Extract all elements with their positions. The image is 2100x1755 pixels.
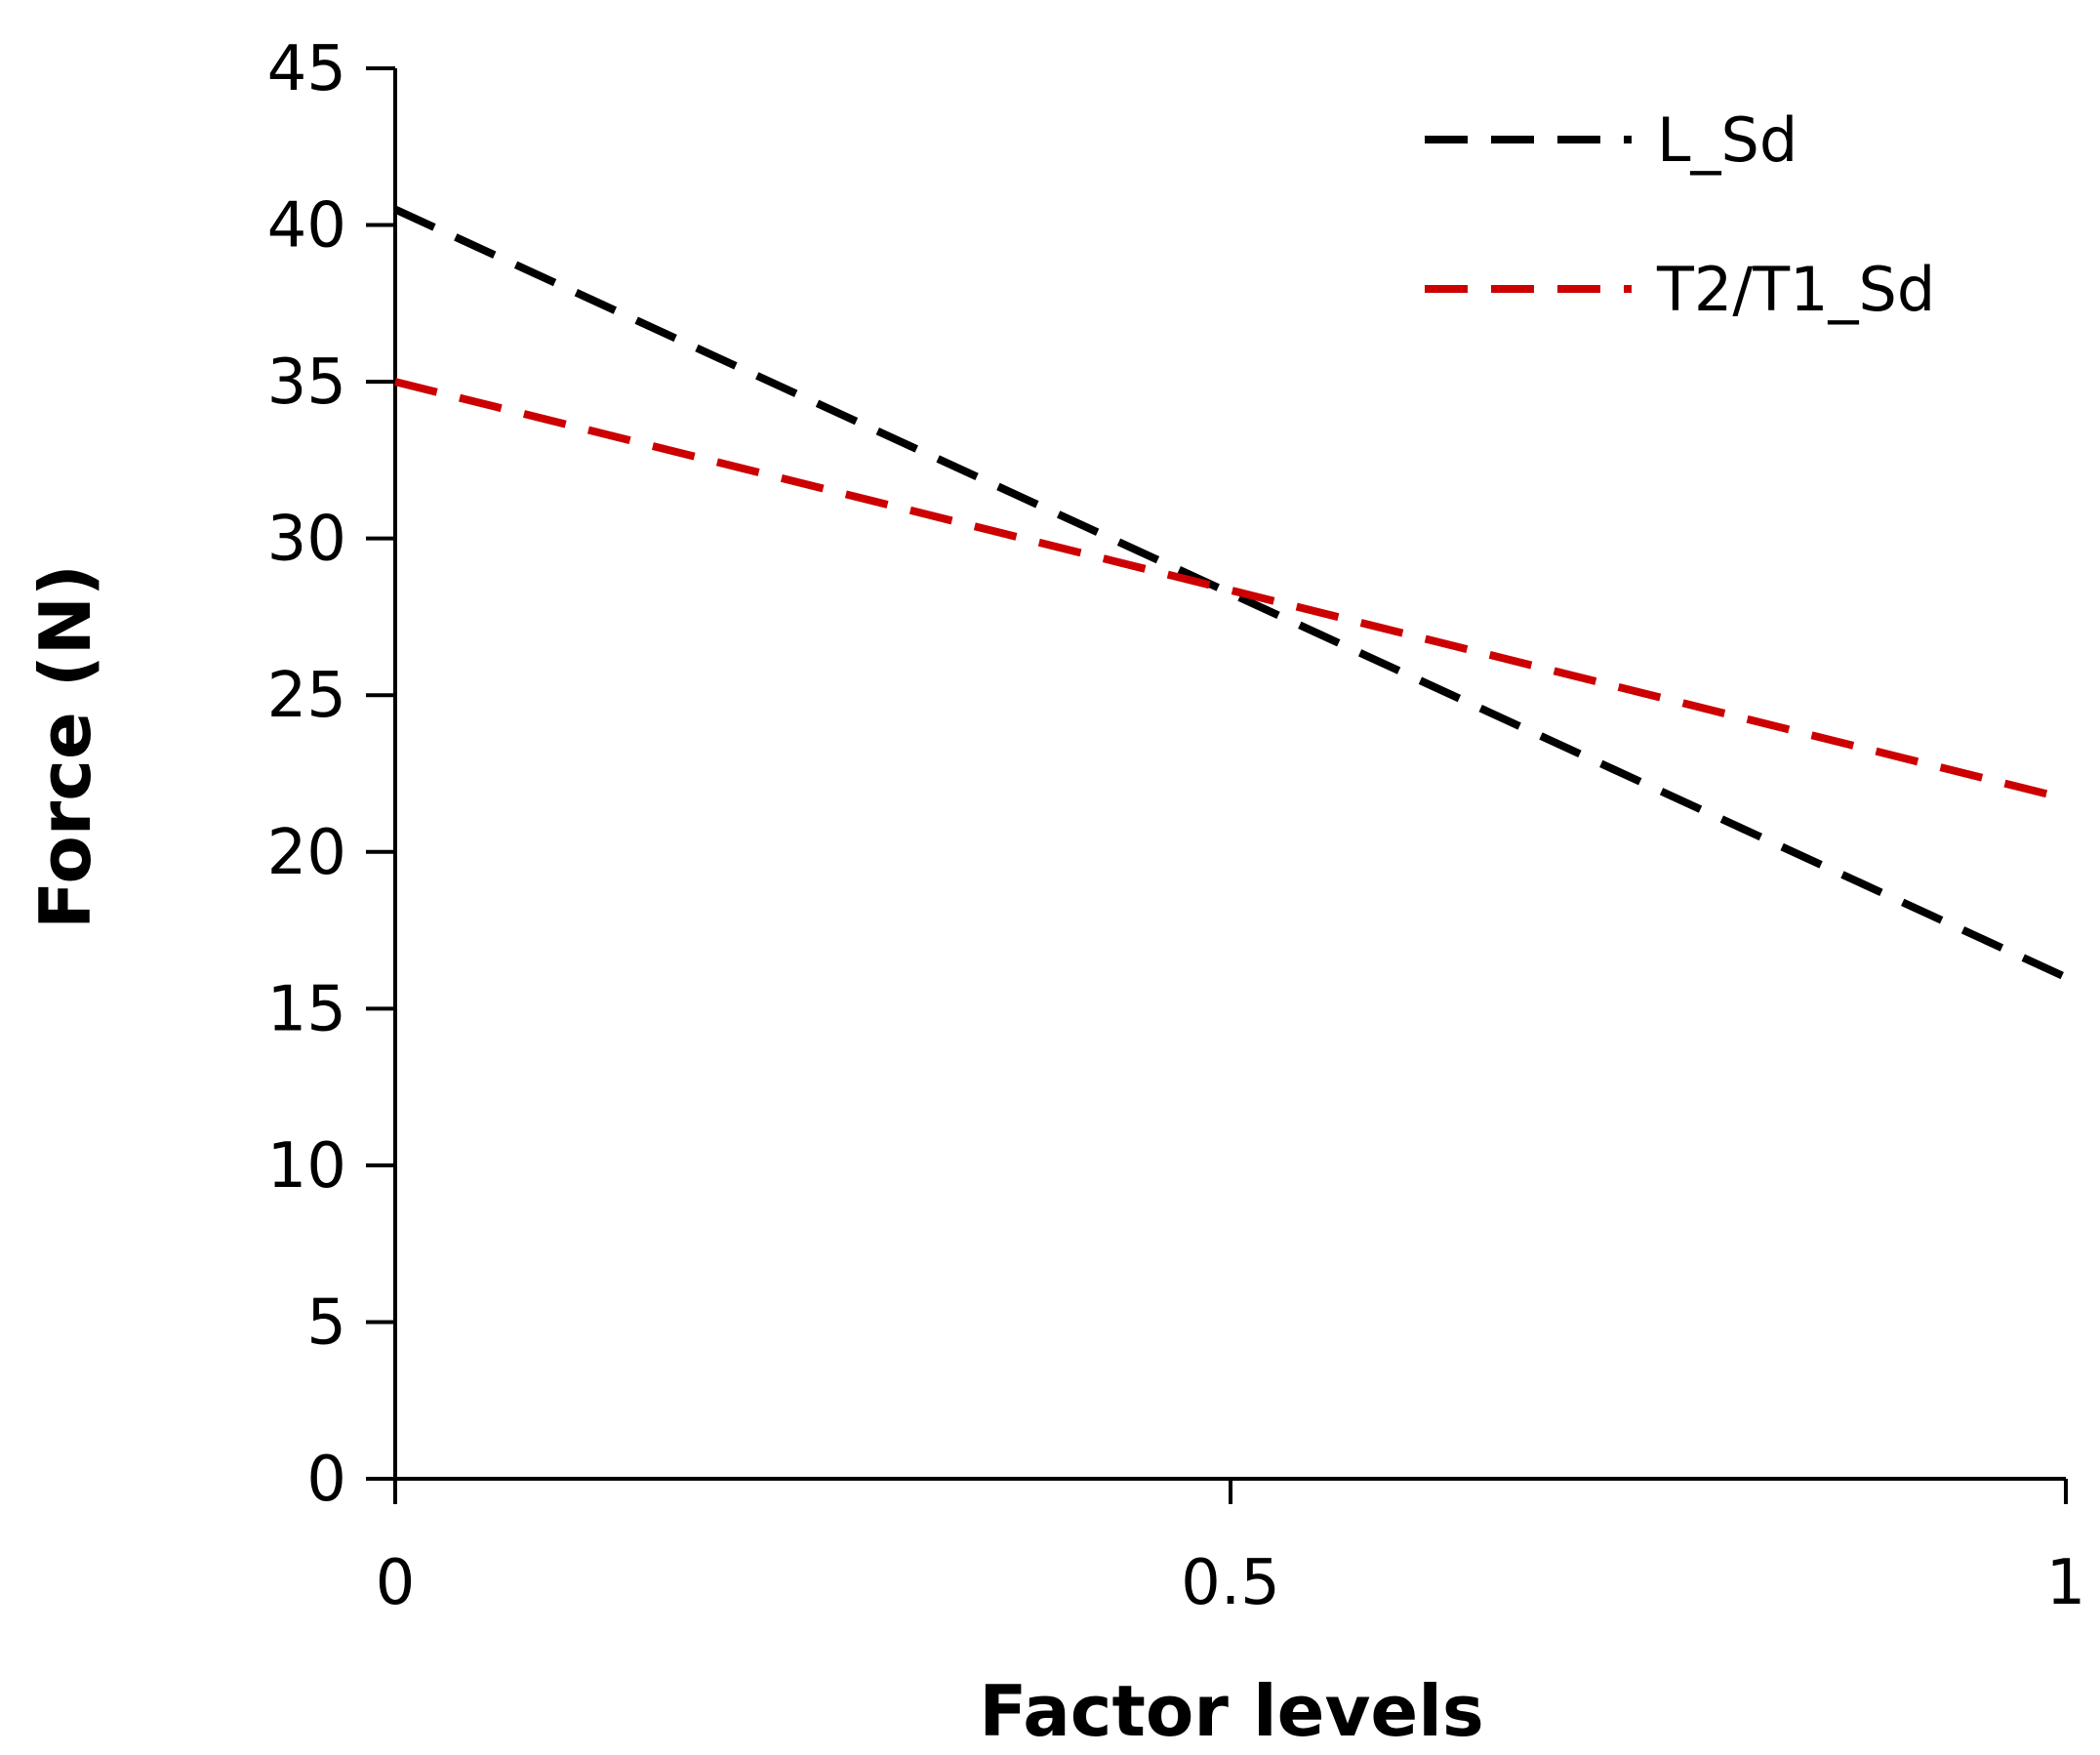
y-tick-label: 35 xyxy=(267,347,346,419)
series-layer xyxy=(393,205,2068,981)
y-tick-label: 15 xyxy=(267,973,346,1045)
y-tick-label: 10 xyxy=(267,1130,346,1203)
y-tick-label: 0 xyxy=(306,1444,346,1516)
x-tick-label: 1 xyxy=(2046,1547,2086,1619)
x-axis: 0 0.5 1 xyxy=(376,1477,2086,1619)
legend-label-2: T2/T1_Sd xyxy=(1656,254,1935,325)
x-tick-label: 0 xyxy=(376,1547,416,1619)
y-tick-label: 30 xyxy=(267,504,346,576)
x-axis-title: Factor levels xyxy=(979,1670,1484,1752)
y-tick-label: 20 xyxy=(267,817,346,889)
y-tick-label: 25 xyxy=(267,660,346,732)
y-axis-title: Force (N) xyxy=(24,564,106,929)
y-tick-label: 45 xyxy=(267,33,346,105)
legend: L_Sd T2/T1_Sd xyxy=(1425,104,1935,325)
legend-label-1: L_Sd xyxy=(1657,104,1797,176)
series-line-2 xyxy=(394,378,2067,803)
y-tick-label: 5 xyxy=(306,1286,346,1359)
y-tick-label: 40 xyxy=(267,190,346,263)
x-tick-label: 0.5 xyxy=(1181,1547,1280,1619)
y-axis: 0 5 10 15 20 25 30 35 40 45 xyxy=(267,33,397,1516)
series-line-1 xyxy=(393,205,2068,981)
